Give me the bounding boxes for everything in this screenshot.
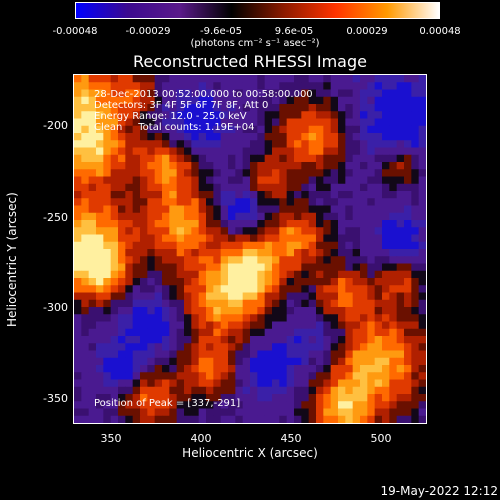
- y-tick-label: -350: [43, 392, 68, 405]
- y-tick-label: -300: [43, 301, 68, 314]
- info-energy-range: Energy Range: 12.0 - 25.0 keV: [94, 111, 247, 122]
- rhessi-intensity-map: [74, 75, 426, 423]
- info-time-range: 28-Dec-2013 00:52:00.000 to 00:58:00.000: [94, 89, 313, 100]
- x-tick-label: 400: [190, 432, 212, 445]
- footer-timestamp: 19-May-2022 12:12: [380, 484, 498, 498]
- info-clean-counts: Clean Total counts: 1.19E+04: [94, 122, 255, 133]
- y-tick-label: -250: [43, 211, 68, 224]
- colorbar: [75, 2, 440, 19]
- rhessi-image-plot: 28-Dec-2013 00:52:00.000 to 00:58:00.000…: [73, 74, 427, 424]
- image-title: Reconstructed RHESSI Image: [133, 52, 367, 71]
- colorbar-units: (photons cm⁻² s⁻¹ asec⁻²): [190, 38, 320, 49]
- y-axis-label-wrapper: Heliocentric Y (arcsec): [5, 192, 19, 327]
- colorbar-tick: -0.00029: [125, 26, 171, 37]
- y-axis-label: Heliocentric Y (arcsec): [5, 192, 19, 327]
- colorbar-tick: 0.00048: [419, 26, 461, 37]
- x-tick-label: 500: [370, 432, 392, 445]
- x-axis-label: Heliocentric X (arcsec): [182, 446, 318, 460]
- colorbar-tick: 9.6e-05: [274, 26, 314, 37]
- colorbar-tick: -9.6e-05: [200, 26, 242, 37]
- x-tick-label: 450: [280, 432, 302, 445]
- info-peak-position: Position of Peak = [337,-291]: [94, 398, 241, 409]
- info-detectors: Detectors: 3F 4F 5F 6F 7F 8F, Att 0: [94, 100, 269, 111]
- y-tick-label: -200: [43, 119, 68, 132]
- x-tick-label: 350: [100, 432, 122, 445]
- colorbar-tick: 0.00029: [346, 26, 388, 37]
- colorbar-tick: -0.00048: [52, 26, 98, 37]
